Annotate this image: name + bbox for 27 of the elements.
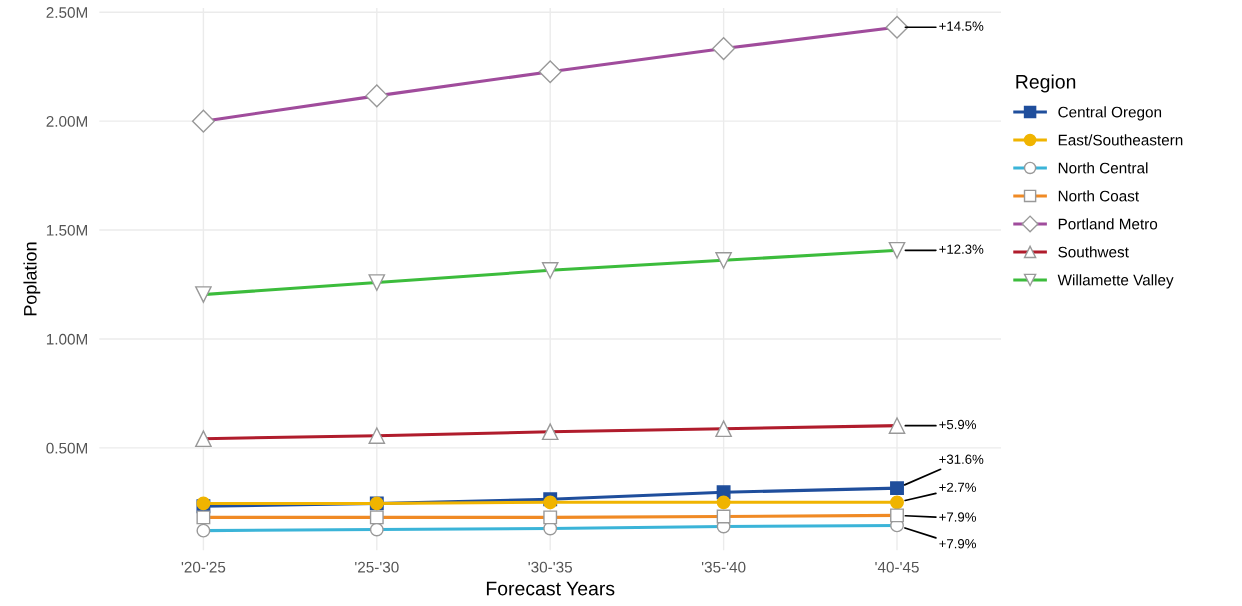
- legend-label: Southwest: [1058, 246, 1129, 258]
- legend-label: North Central: [1058, 162, 1148, 174]
- y-tick-label: 2.00M: [46, 116, 87, 127]
- x-tick-label: '25-'30: [355, 561, 399, 573]
- x-tick-label: '30-'35: [528, 561, 573, 573]
- legend-label: Willamette Valley: [1057, 274, 1174, 289]
- y-tick-label: 0.50M: [46, 442, 87, 454]
- y-tick-label: 1.00M: [46, 333, 87, 345]
- annotation: +7.9%: [939, 512, 976, 522]
- annotation: +2.7%: [939, 482, 976, 492]
- annotation: +12.3%: [939, 244, 984, 254]
- legend-label: Central Oregon: [1058, 106, 1162, 121]
- x-axis-title: Forecast Years: [486, 581, 615, 596]
- annotation: +14.5%: [939, 21, 984, 31]
- legend-label: East/Southeastern: [1058, 134, 1183, 146]
- annotation: +31.6%: [939, 454, 984, 464]
- annotation: +7.9%: [939, 539, 976, 549]
- legend-label: North Coast: [1058, 190, 1139, 202]
- x-tick-label: '40-'45: [875, 561, 919, 573]
- x-tick-label: '35-'40: [701, 561, 746, 573]
- y-tick-label: 1.50M: [46, 224, 87, 236]
- legend-label: Portland Metro: [1058, 218, 1158, 230]
- x-tick-label: '20-'25: [181, 561, 226, 573]
- y-axis-title: Poplation: [23, 242, 41, 316]
- annotation: +5.9%: [939, 419, 976, 430]
- y-tick-label: 2.50M: [46, 7, 87, 18]
- legend-title: Region: [1016, 74, 1076, 93]
